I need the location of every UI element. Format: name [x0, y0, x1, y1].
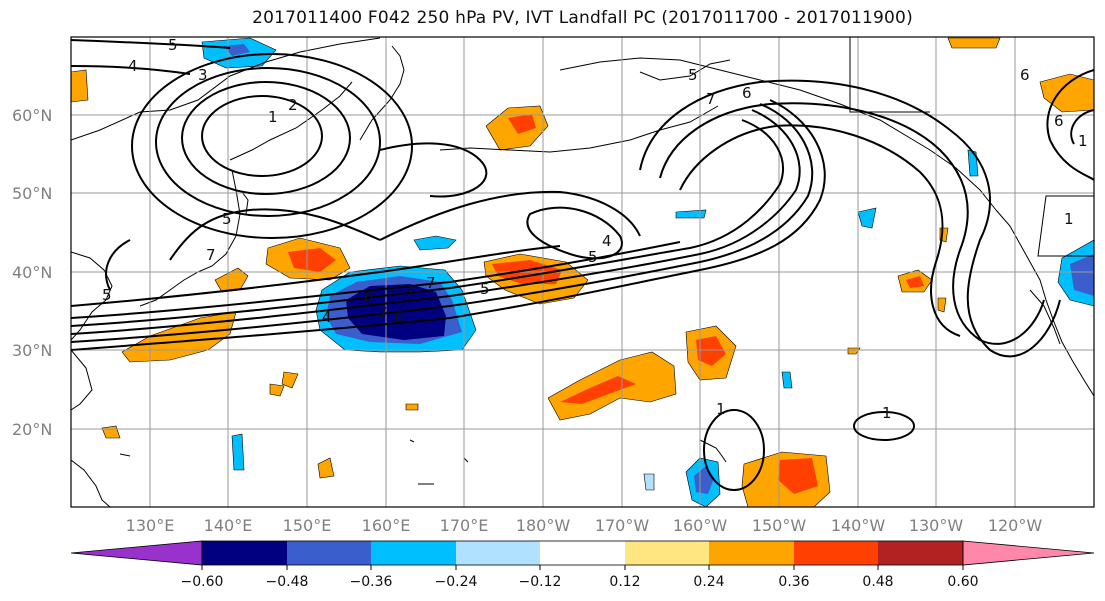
colorbar-extend-min	[70, 540, 203, 566]
latitude-labels: 60°N 50°N 40°N 30°N 20°N	[12, 106, 52, 439]
lon-label: 150°E	[283, 516, 332, 535]
contour-label: 3	[198, 66, 208, 84]
contour-label-group: 5 4 3 2 1 5 7 5 7 6 7 6 4 5 7 5 6 4 5 1 …	[102, 36, 1088, 422]
colorbar-tick-label: −0.12	[519, 574, 562, 590]
map-frame	[70, 36, 1095, 508]
strong-positive-region	[906, 276, 924, 288]
positive-anomaly-region	[214, 267, 249, 293]
contour-label: 6	[742, 84, 752, 102]
lon-label: 140°E	[204, 516, 253, 535]
contour-label: 4	[602, 232, 612, 250]
lon-label: 150°W	[752, 516, 807, 535]
negative-anomaly-region	[675, 209, 707, 219]
colorbar: −0.60 −0.48 −0.36 −0.24 −0.12 0.12 0.24 …	[70, 540, 1095, 590]
strong-positive-region	[696, 336, 726, 366]
negative-anomaly-region	[413, 235, 457, 251]
colorbar-segment	[287, 541, 371, 565]
colorbar-tick-label: 0.60	[947, 574, 978, 590]
graticule	[71, 37, 1094, 507]
lon-label: 180°W	[516, 516, 571, 535]
negative-anomaly-region	[643, 473, 655, 491]
contour-label: 6	[1020, 66, 1030, 84]
lon-label: 140°W	[831, 516, 886, 535]
pv-contour-layer	[71, 39, 1094, 491]
contour-label: 6	[1054, 112, 1064, 130]
contour-label: 2	[288, 96, 298, 114]
contour-label: 1	[882, 404, 892, 422]
lon-label: 130°W	[909, 516, 964, 535]
lat-label: 20°N	[12, 420, 52, 439]
strong-positive-region	[508, 114, 536, 134]
colorbar-extend-max	[962, 540, 1095, 566]
positive-anomaly-region	[281, 371, 299, 389]
colorbar-tick-label: −0.24	[435, 574, 478, 590]
map-title: 2017011400 F042 250 hPa PV, IVT Landfall…	[252, 8, 913, 28]
contour-label: 4	[322, 308, 332, 326]
colorbar-segment	[540, 541, 625, 565]
colorbar-tick-label: 0.12	[609, 574, 640, 590]
positive-anomaly-region	[947, 37, 1001, 49]
longitude-labels: 130°E 140°E 150°E 160°E 170°E 180°W 170°…	[126, 516, 1043, 535]
lon-label: 170°E	[440, 516, 489, 535]
colorbar-segment	[794, 541, 878, 565]
strong-positive-region	[778, 458, 818, 494]
contour-label: 7	[706, 90, 716, 108]
strong-positive-region	[560, 376, 636, 404]
contour-label: 1	[406, 282, 416, 300]
lat-label: 40°N	[12, 263, 52, 282]
positive-anomaly-region	[317, 457, 335, 479]
lon-label: 170°W	[595, 516, 650, 535]
colorbar-tick-label: 0.36	[778, 574, 809, 590]
contour-label: 5	[688, 66, 698, 84]
lat-label: 60°N	[12, 106, 52, 125]
positive-anomaly-region	[71, 69, 89, 103]
negative-anomaly-region	[224, 44, 250, 56]
colorbar-tick-label: −0.60	[181, 574, 224, 590]
contour-label: 5	[480, 280, 490, 298]
lon-label: 160°E	[362, 516, 411, 535]
contour-label: 1	[1078, 132, 1088, 150]
colorbar-ticks	[201, 565, 964, 570]
contour-label: 7	[426, 274, 436, 292]
contour-label: 1	[716, 400, 726, 418]
negative-anomaly-region	[857, 207, 877, 229]
positive-anomaly-region	[937, 297, 947, 313]
contour-label: 5	[222, 210, 232, 228]
colorbar-tick-label: 0.24	[693, 574, 724, 590]
colorbar-segment	[202, 541, 287, 565]
colorbar-segment	[456, 541, 540, 565]
contour-label: 5	[168, 36, 178, 54]
lon-label: 160°W	[673, 516, 728, 535]
contour-label: 1	[268, 108, 278, 126]
lat-label: 50°N	[12, 184, 52, 203]
lon-label: 130°E	[126, 516, 175, 535]
negative-anomaly-region	[231, 433, 245, 471]
contour-label: 4	[128, 57, 138, 75]
lon-label: 120°W	[988, 516, 1043, 535]
contour-label: 1	[1064, 210, 1074, 228]
contour-label: 7	[206, 246, 216, 264]
positive-anomaly-region	[405, 403, 419, 411]
contour-label: 5	[588, 248, 598, 266]
lat-label: 30°N	[12, 341, 52, 360]
contour-label: 6	[364, 288, 374, 306]
contour-label: 7	[378, 304, 388, 322]
positive-anomaly-region	[269, 383, 285, 397]
contour-label: 6	[394, 308, 404, 326]
colorbar-tick-label: −0.36	[350, 574, 393, 590]
colorbar-segment	[371, 541, 456, 565]
colorbar-tick-label: 0.48	[862, 574, 893, 590]
negative-anomaly-region	[1070, 254, 1094, 296]
negative-anomaly-region	[781, 371, 793, 389]
contour-label: 5	[102, 286, 112, 304]
colorbar-tick-label: −0.48	[266, 574, 309, 590]
strong-positive-region	[288, 248, 336, 272]
colorbar-segment	[709, 541, 794, 565]
colorbar-segment	[878, 541, 963, 565]
colorbar-segment	[625, 541, 709, 565]
